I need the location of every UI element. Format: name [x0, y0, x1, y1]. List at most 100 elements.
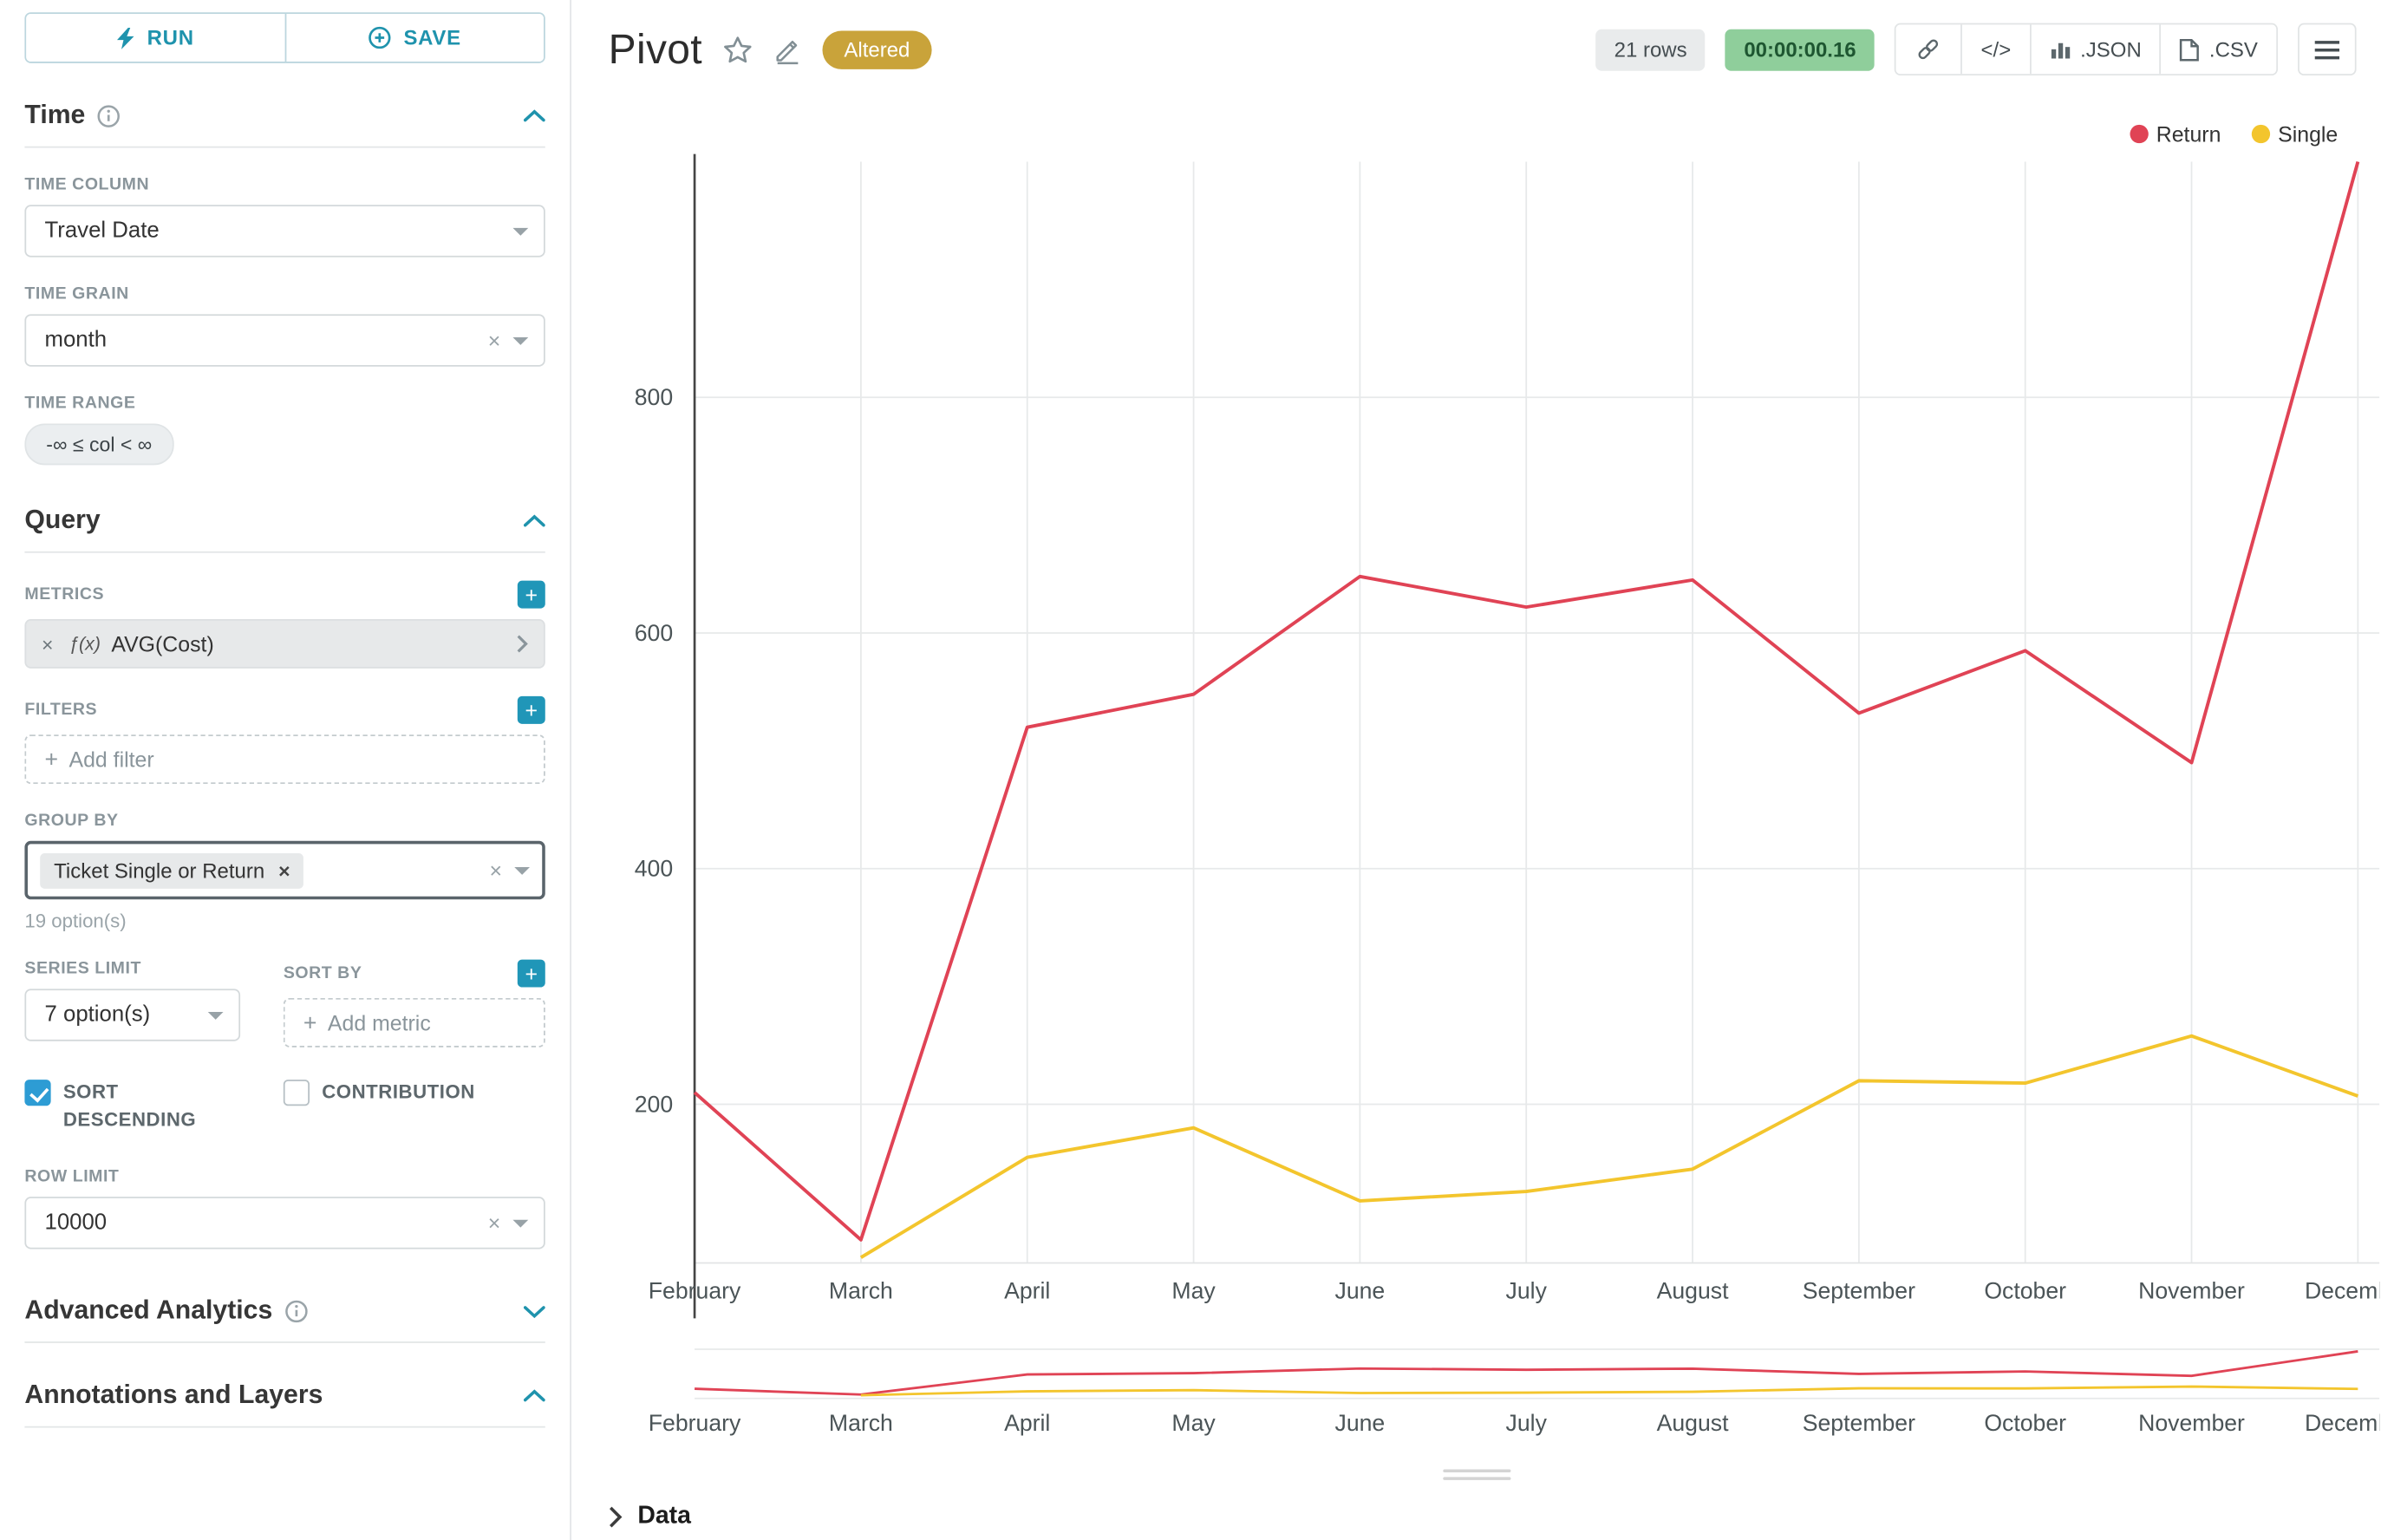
chevron-down-icon[interactable]	[512, 1219, 529, 1228]
annotations-header[interactable]: Annotations and Layers	[24, 1380, 545, 1428]
share-link-button[interactable]	[1895, 24, 1961, 75]
add-metric-button[interactable]: +	[517, 580, 545, 609]
altered-badge[interactable]: Altered	[822, 29, 932, 69]
time-grain-select[interactable]: month ×	[24, 314, 545, 367]
group-by-select[interactable]: Ticket Single or Return × ×	[24, 840, 545, 900]
annotations-section: Annotations and Layers	[24, 1380, 545, 1428]
chart-canvas[interactable]: 200 400 600 800 February March April May June Jul…	[571, 0, 2380, 1456]
chevron-down-icon[interactable]	[512, 336, 529, 344]
legend-label: Single	[2278, 121, 2339, 147]
svg-text:October: October	[1984, 1410, 2066, 1436]
view-query-button[interactable]: </>	[1960, 24, 2030, 75]
time-section-title: Time	[24, 100, 86, 130]
metrics-label: METRICS	[24, 584, 105, 604]
legend-item-return[interactable]: Return	[2130, 121, 2221, 147]
time-grain-value: month	[44, 328, 108, 353]
svg-text:March: March	[829, 1277, 893, 1303]
sort-descending-checkbox[interactable]: SORT DESCENDING	[24, 1078, 255, 1133]
collapse-chevron-up-icon[interactable]	[523, 1388, 545, 1403]
chevron-right-icon	[610, 1506, 623, 1528]
range-selector[interactable]	[695, 1337, 2381, 1439]
checkbox-box-icon	[24, 1080, 51, 1106]
file-icon	[2180, 38, 2200, 61]
collapse-chevron-up-icon[interactable]	[523, 108, 545, 122]
collapse-chevron-up-icon[interactable]	[523, 513, 545, 527]
info-icon	[285, 1300, 308, 1322]
query-section: Query METRICS + × ƒ(x) AVG(Cost)	[24, 506, 545, 1250]
chart-panel: Pivot Altered 21 rows 00:00:00.16 </>	[571, 0, 2381, 1540]
run-button[interactable]: RUN	[26, 13, 284, 62]
legend-swatch-icon	[2251, 124, 2271, 144]
data-panel-toggle[interactable]: Data	[609, 1504, 691, 1531]
time-column-select[interactable]: Travel Date	[24, 205, 545, 258]
svg-text:February: February	[649, 1410, 741, 1436]
metric-chip[interactable]: × ƒ(x) AVG(Cost)	[24, 619, 545, 669]
svg-text:July: July	[1506, 1410, 1548, 1436]
add-filter-button[interactable]: +	[517, 695, 545, 724]
svg-text:August: August	[1657, 1410, 1729, 1436]
save-button[interactable]: SAVE	[284, 13, 544, 62]
svg-text:May: May	[1171, 1277, 1216, 1303]
export-csv-button[interactable]: .CSV	[2160, 24, 2277, 75]
legend-item-single[interactable]: Single	[2251, 121, 2339, 147]
row-count-badge: 21 rows	[1595, 28, 1706, 70]
plus-icon: +	[303, 1009, 317, 1036]
chevron-down-icon[interactable]	[512, 226, 529, 235]
menu-button[interactable]	[2298, 23, 2357, 76]
code-icon: </>	[1980, 37, 2012, 62]
group-by-chip[interactable]: Ticket Single or Return ×	[40, 852, 304, 888]
query-section-header[interactable]: Query	[24, 506, 545, 553]
add-filter-placeholder: Add filter	[68, 747, 154, 772]
remove-metric-icon[interactable]: ×	[41, 632, 54, 656]
export-csv-label: .CSV	[2208, 37, 2258, 62]
clear-icon[interactable]: ×	[489, 858, 503, 883]
svg-text:800: 800	[635, 384, 673, 410]
bar-chart-icon	[2051, 42, 2070, 59]
info-icon	[98, 104, 121, 127]
time-range-value[interactable]: -∞ ≤ col < ∞	[24, 423, 174, 466]
time-section-header[interactable]: Time	[24, 100, 545, 148]
row-limit-value: 10000	[44, 1210, 108, 1236]
run-button-label: RUN	[147, 26, 194, 49]
export-json-button[interactable]: .JSON	[2029, 24, 2161, 75]
add-sort-metric-dropzone[interactable]: + Add metric	[283, 997, 545, 1047]
svg-text:November: November	[2138, 1277, 2245, 1303]
svg-text:400: 400	[635, 856, 673, 882]
hamburger-icon	[2314, 40, 2340, 59]
chevron-down-icon[interactable]	[207, 1011, 224, 1019]
chevron-down-icon[interactable]	[514, 866, 531, 874]
clear-icon[interactable]: ×	[487, 1210, 501, 1236]
series-limit-label: SERIES LIMIT	[24, 959, 141, 978]
time-column-label: TIME COLUMN	[24, 175, 150, 194]
add-sort-metric-button[interactable]: +	[517, 959, 545, 988]
query-timer-badge: 00:00:00.16	[1725, 28, 1875, 70]
contribution-checkbox[interactable]: CONTRIBUTION	[283, 1078, 545, 1133]
add-metric-placeholder: Add metric	[327, 1010, 431, 1035]
add-filter-dropzone[interactable]: + Add filter	[24, 734, 545, 785]
svg-text:June: June	[1335, 1277, 1386, 1303]
control-panel: RUN SAVE Time TIME COLUMN Travel Date	[0, 0, 571, 1540]
svg-text:May: May	[1171, 1410, 1216, 1436]
chart-header: Pivot Altered 21 rows 00:00:00.16 </>	[571, 0, 2381, 76]
sort-descending-label: SORT DESCENDING	[62, 1080, 197, 1131]
plus-circle-icon	[369, 26, 391, 49]
expand-metric-icon[interactable]	[516, 635, 528, 653]
row-limit-select[interactable]: 10000 ×	[24, 1197, 545, 1250]
edit-title-icon[interactable]	[773, 35, 803, 64]
series-limit-select[interactable]: 7 option(s)	[24, 989, 241, 1041]
filters-label: FILTERS	[24, 701, 98, 720]
svg-text:September: September	[1803, 1277, 1915, 1303]
chart-title: Pivot	[608, 25, 703, 72]
annotations-title: Annotations and Layers	[24, 1380, 323, 1410]
export-button-group: </> .JSON .CSV	[1895, 23, 2278, 76]
collapse-chevron-down-icon[interactable]	[523, 1304, 545, 1318]
contribution-label: CONTRIBUTION	[322, 1080, 475, 1103]
chart-legend: Return Single	[2130, 121, 2339, 147]
advanced-analytics-title: Advanced Analytics	[24, 1295, 273, 1325]
time-grain-label: TIME GRAIN	[24, 284, 129, 303]
resize-handle[interactable]	[1443, 1465, 1511, 1485]
clear-icon[interactable]: ×	[487, 328, 501, 353]
advanced-analytics-header[interactable]: Advanced Analytics	[24, 1295, 545, 1344]
favorite-star-icon[interactable]	[722, 35, 753, 64]
remove-chip-icon[interactable]: ×	[278, 858, 290, 882]
